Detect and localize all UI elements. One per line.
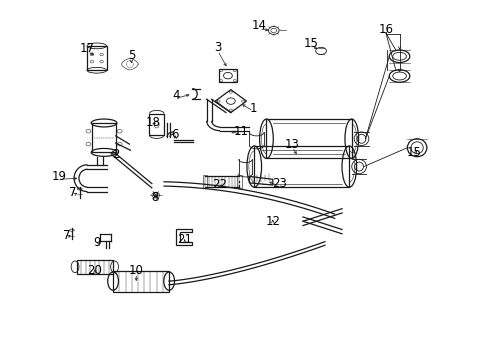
Text: 16: 16 [378,23,393,36]
Text: 17: 17 [80,41,95,54]
Text: 7: 7 [62,229,70,242]
Text: 11: 11 [233,125,248,138]
Text: 23: 23 [272,177,286,190]
Text: 3: 3 [214,41,221,54]
Text: 4: 4 [172,89,180,102]
Text: 10: 10 [128,264,143,277]
Text: 21: 21 [177,233,192,246]
Text: 18: 18 [145,116,160,129]
Bar [149,114,163,135]
Text: 8: 8 [151,191,158,204]
Text: 9: 9 [93,236,101,249]
Text: 12: 12 [264,215,280,228]
Bar [76,260,113,274]
Text: 19: 19 [52,170,66,183]
Text: 15: 15 [406,145,421,158]
Text: 22: 22 [212,178,227,191]
Bar [202,175,207,188]
Text: 20: 20 [87,264,102,277]
Text: 2: 2 [112,148,120,161]
Bar [266,119,351,158]
Bar [254,146,348,187]
Text: 15: 15 [303,36,318,50]
Text: 6: 6 [171,128,179,141]
Text: 13: 13 [285,138,299,150]
Bar [92,123,116,152]
Bar [113,271,169,292]
Text: 7: 7 [69,186,77,199]
Text: 5: 5 [127,49,135,62]
Bar [87,46,106,70]
Text: 1: 1 [249,102,257,115]
Text: 14: 14 [251,19,266,32]
Bar [236,175,241,188]
